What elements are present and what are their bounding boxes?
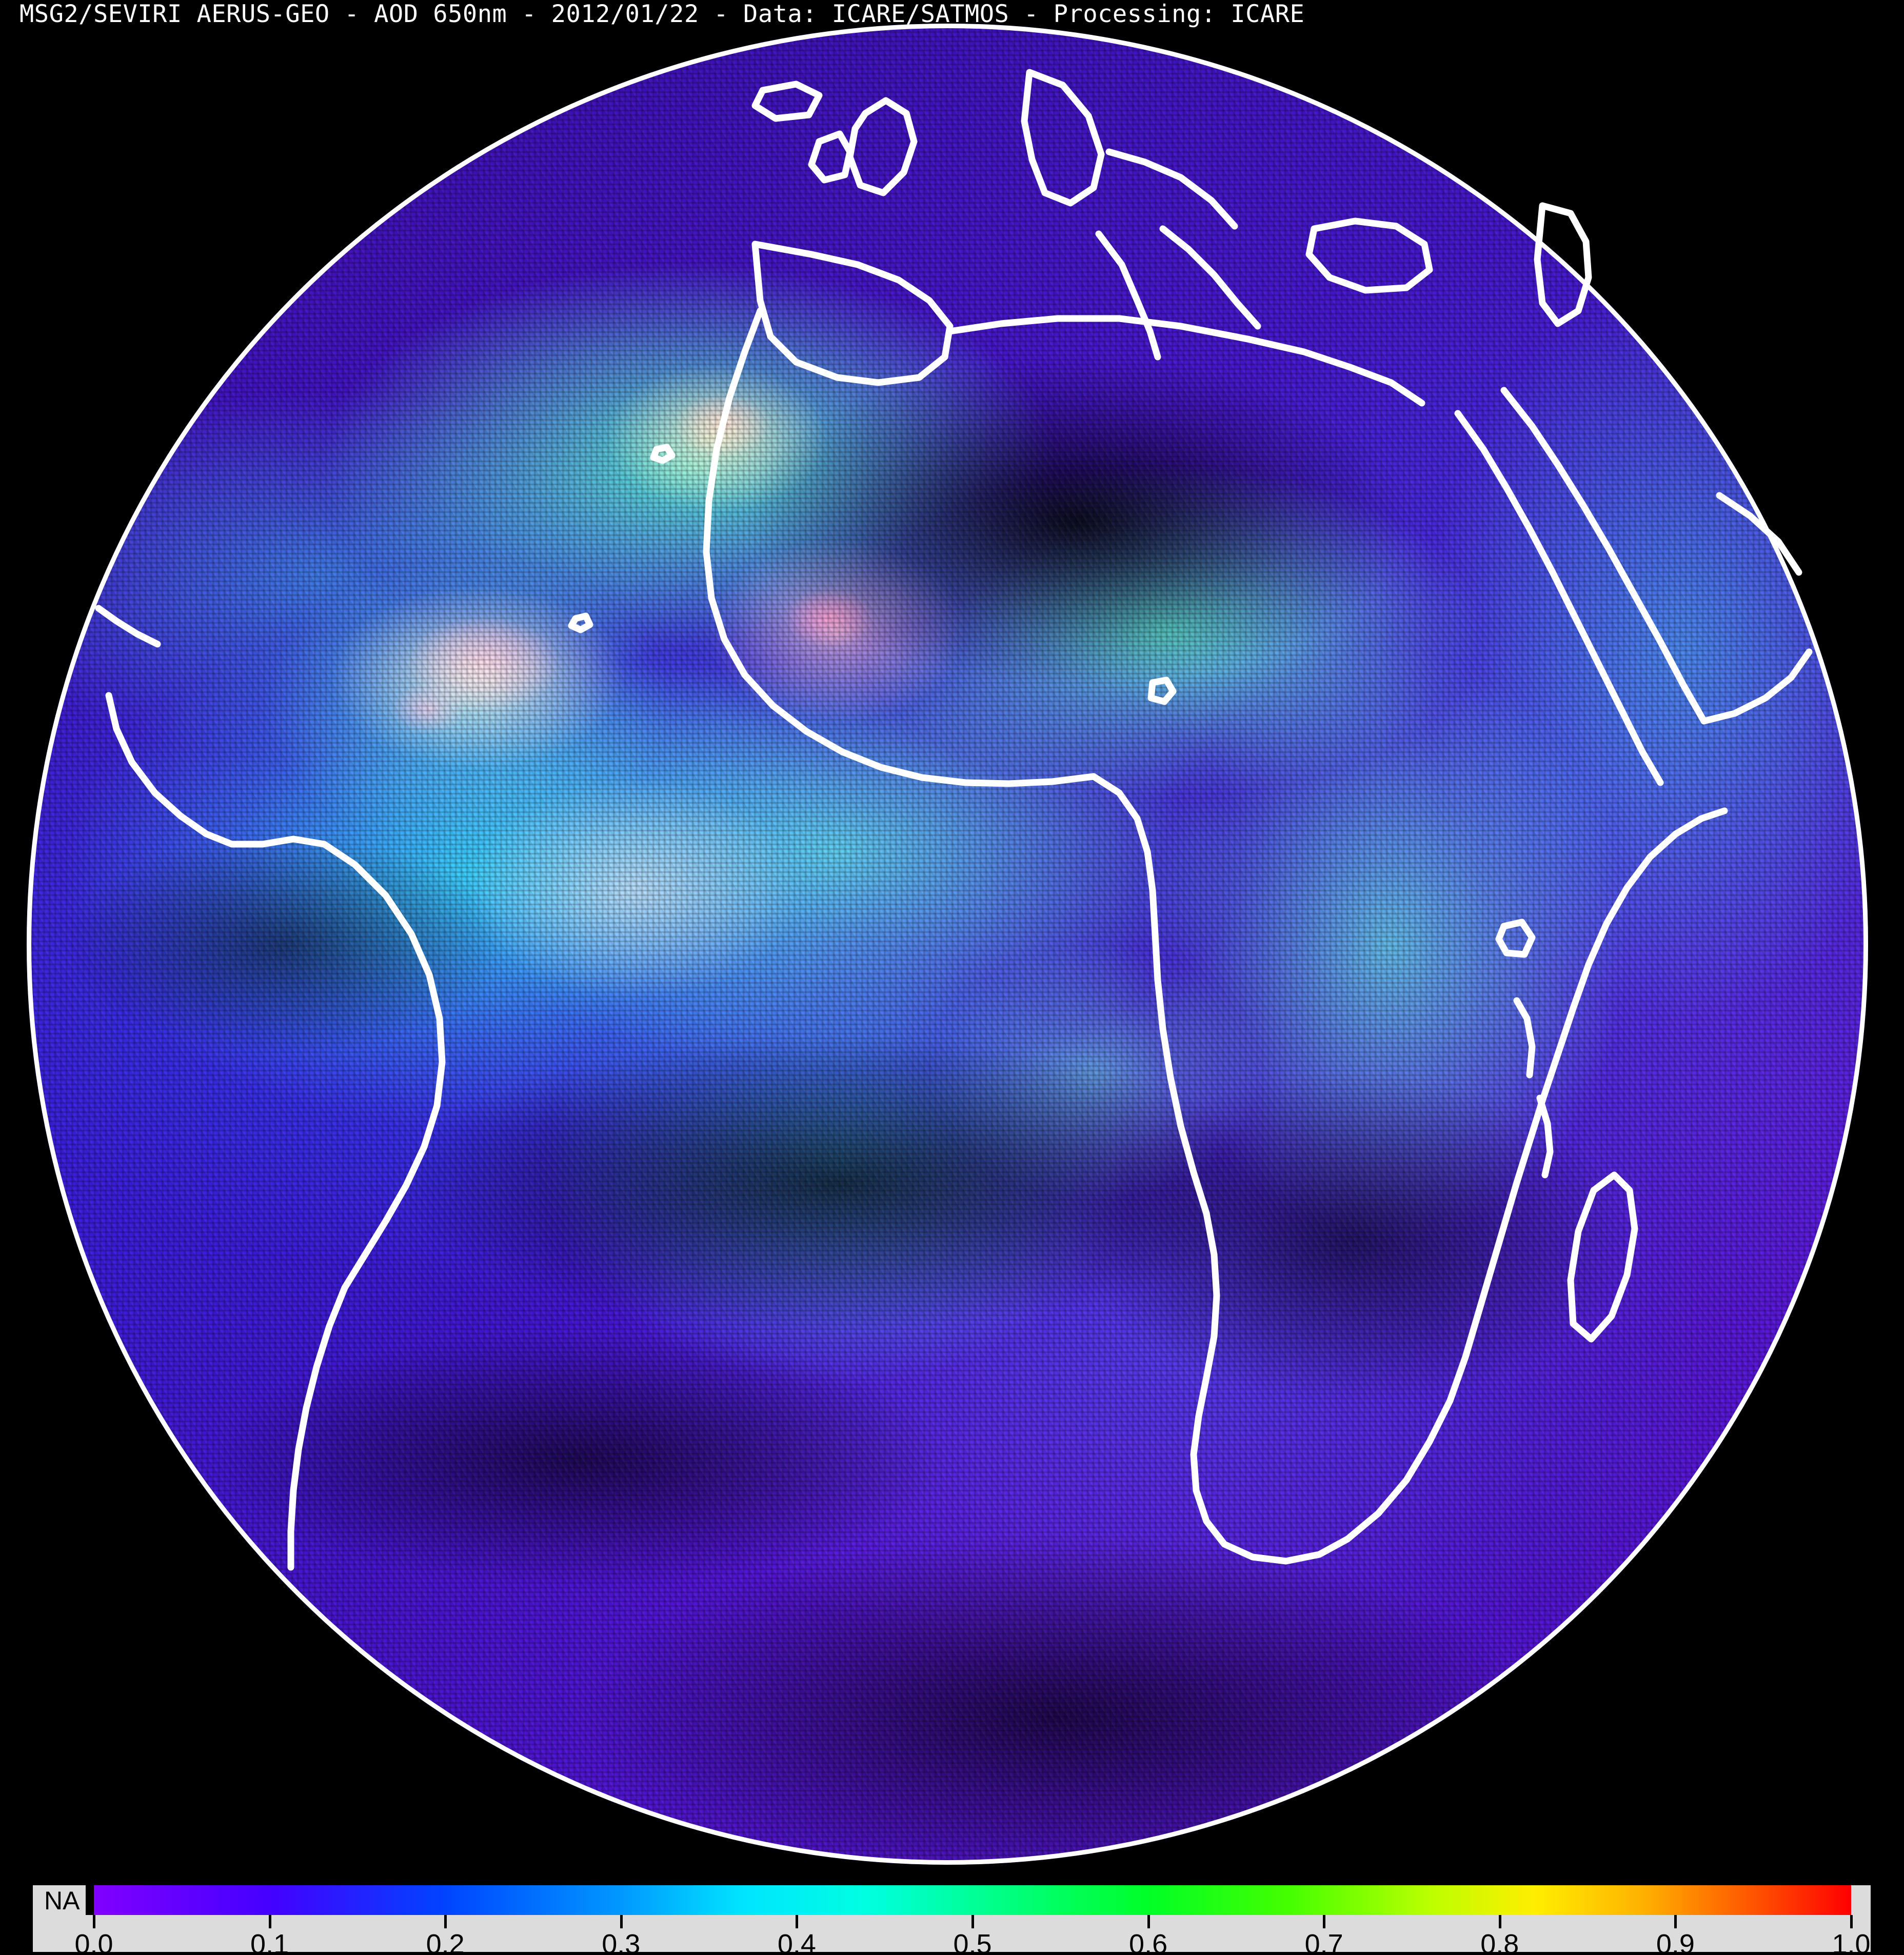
colorbar-tick-label-6: 0.6 — [1129, 1929, 1168, 1955]
colorbar-tick-label-10: 1.0 — [1832, 1929, 1871, 1955]
full-disc-aod-map — [0, 24, 1904, 1870]
colorbar-gradient — [94, 1885, 1851, 1915]
colorbar-tick-label-5: 0.5 — [953, 1929, 992, 1955]
colorbar-na-swatch — [86, 1885, 94, 1915]
colorbar-tick-7 — [1323, 1915, 1326, 1928]
colorbar-tick-label-7: 0.7 — [1304, 1929, 1343, 1955]
colorbar-tick-6 — [1147, 1915, 1150, 1928]
colorbar-tick-5 — [971, 1915, 974, 1928]
colorbar-na-label: NA — [44, 1886, 80, 1915]
limb-darkening — [27, 24, 1868, 1865]
colorbar-tick-label-3: 0.3 — [602, 1929, 641, 1955]
colorbar-tick-label-8: 0.8 — [1480, 1929, 1519, 1955]
colorbar-tick-1 — [268, 1915, 271, 1928]
colorbar-tick-9 — [1674, 1915, 1677, 1928]
colorbar-tick-label-1: 0.1 — [250, 1929, 289, 1955]
page-title: MSG2/SEVIRI AERUS-GEO - AOD 650nm - 2012… — [19, 0, 1305, 28]
colorbar-tick-label-0: 0.0 — [74, 1929, 113, 1955]
globe-disc — [27, 24, 1868, 1865]
colorbar-tick-0 — [93, 1915, 95, 1928]
colorbar-tick-2 — [444, 1915, 447, 1928]
colorbar-tick-10 — [1850, 1915, 1853, 1928]
colorbar-tick-axis: 0.0 0.1 0.2 0.3 0.4 0.5 0.6 0.7 0.8 0.9 1.0 — [74, 1915, 1871, 1955]
colorbar-tick-label-4: 0.4 — [777, 1929, 816, 1955]
colorbar-tick-label-2: 0.2 — [426, 1929, 465, 1955]
colorbar-tick-label-9: 0.9 — [1656, 1929, 1695, 1955]
colorbar-tick-4 — [796, 1915, 799, 1928]
colorbar-tick-3 — [620, 1915, 623, 1928]
colorbar-tick-8 — [1498, 1915, 1501, 1928]
colorbar: NA 0.0 0.1 0.2 0.3 0.4 0.5 0.6 0.7 0.8 0.9 1.0 — [33, 1885, 1871, 1955]
